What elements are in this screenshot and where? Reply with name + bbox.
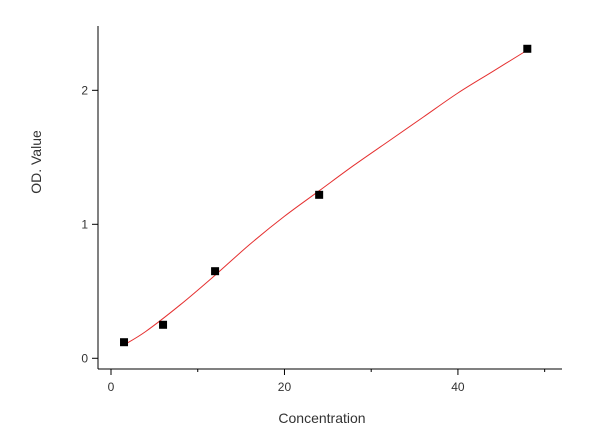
x-tick-label: 0 bbox=[108, 380, 115, 394]
y-axis-label: OD. Value bbox=[28, 130, 44, 194]
y-tick-label: 2 bbox=[81, 83, 88, 97]
fit-curve bbox=[123, 49, 528, 346]
y-tick-label: 0 bbox=[81, 351, 88, 365]
data-point bbox=[523, 44, 532, 53]
data-point bbox=[211, 267, 220, 276]
fit-curve-layer bbox=[123, 49, 528, 346]
y-tick-label: 1 bbox=[81, 217, 88, 231]
axis-labels: Concentration OD. Value bbox=[28, 130, 366, 426]
data-point bbox=[159, 320, 168, 329]
x-tick-label: 20 bbox=[278, 380, 292, 394]
data-point bbox=[315, 190, 324, 199]
axes: 0 20 40 0 1 2 bbox=[81, 26, 562, 394]
x-tick-label: 40 bbox=[451, 380, 465, 394]
data-point bbox=[120, 338, 129, 347]
x-axis-label: Concentration bbox=[278, 410, 365, 426]
data-points bbox=[120, 44, 532, 347]
